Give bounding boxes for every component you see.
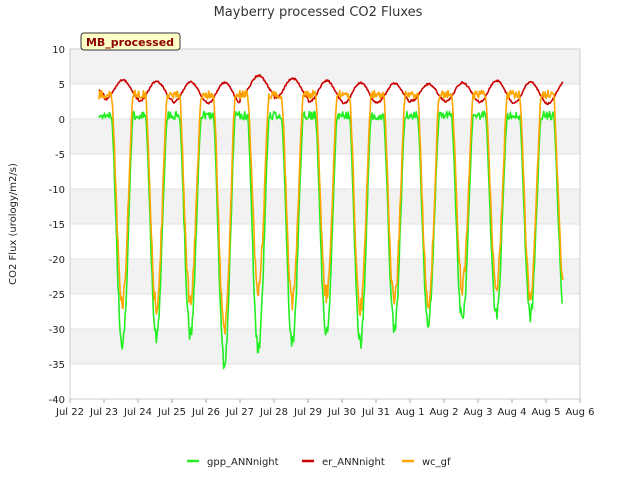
x-tick-label: Aug 3 [463, 407, 492, 418]
badge-box [80, 32, 181, 51]
legend-label-gpp_ANNnight: gpp_ANNnight [207, 457, 279, 468]
x-tick-label: Aug 1 [395, 407, 424, 418]
band-4 [70, 189, 580, 224]
x-tick-label: Jul 30 [327, 407, 356, 418]
y-tick-label: -30 [49, 325, 65, 336]
y-tick-label: -10 [49, 185, 65, 196]
y-tick-label: 10 [52, 45, 65, 56]
x-tick-label: Jul 31 [361, 407, 390, 418]
y-tick-label: -15 [49, 220, 65, 231]
x-tick-label: Jul 27 [225, 407, 254, 418]
y-axis-ticks: 10 5 0 -5 -10 -15 -20 -25 -30 -35 -40 [49, 45, 65, 406]
x-tick-label: Jul 28 [259, 407, 288, 418]
series-lines [98, 74, 564, 370]
x-tick-label: Aug 4 [497, 407, 526, 418]
x-axis-ticks: Jul 22 Jul 23 Jul 24 Jul 25 Jul 26 Jul 27 Jul … [55, 399, 595, 418]
x-tick-label: Jul 29 [293, 407, 322, 418]
y-tick-label: -35 [49, 360, 65, 371]
legend-label-er_ANNnight: er_ANNnight [322, 457, 385, 468]
x-tick-label: Jul 25 [157, 407, 186, 418]
band-0 [70, 49, 580, 84]
x-tick-label: Aug 5 [531, 407, 560, 418]
series-line-gpp_ANNnight [98, 110, 564, 370]
legend-label-wc_gf: wc_gf [422, 457, 451, 468]
x-tick-label: Jul 24 [123, 407, 152, 418]
band-2 [70, 119, 580, 154]
x-tick-label: Aug 2 [429, 407, 458, 418]
dataset-badge: MB_processed [80, 32, 181, 51]
series-line-wc_gf [98, 89, 564, 335]
y-tick-label: -20 [49, 255, 65, 266]
x-tick-label: Jul 22 [55, 407, 84, 418]
legend: gpp_ANNnight er_ANNnight wc_gf [187, 457, 451, 468]
y-axis-label: CO2 Flux (urology/m2/s) [8, 163, 19, 285]
badge-label: MB_processed [86, 36, 174, 49]
chart-title: Mayberry processed CO2 Fluxes [214, 5, 423, 20]
y-tick-label: -5 [55, 150, 65, 161]
y-tick-label: -25 [49, 290, 65, 301]
x-tick-label: Jul 23 [89, 407, 118, 418]
y-tick-label: 0 [59, 115, 65, 126]
x-tick-label: Aug 6 [565, 407, 594, 418]
y-tick-label: -40 [49, 395, 65, 406]
plot-area [69, 48, 581, 400]
plot-bands [70, 49, 580, 364]
y-tick-label: 5 [59, 80, 65, 91]
x-tick-label: Jul 26 [191, 407, 220, 418]
